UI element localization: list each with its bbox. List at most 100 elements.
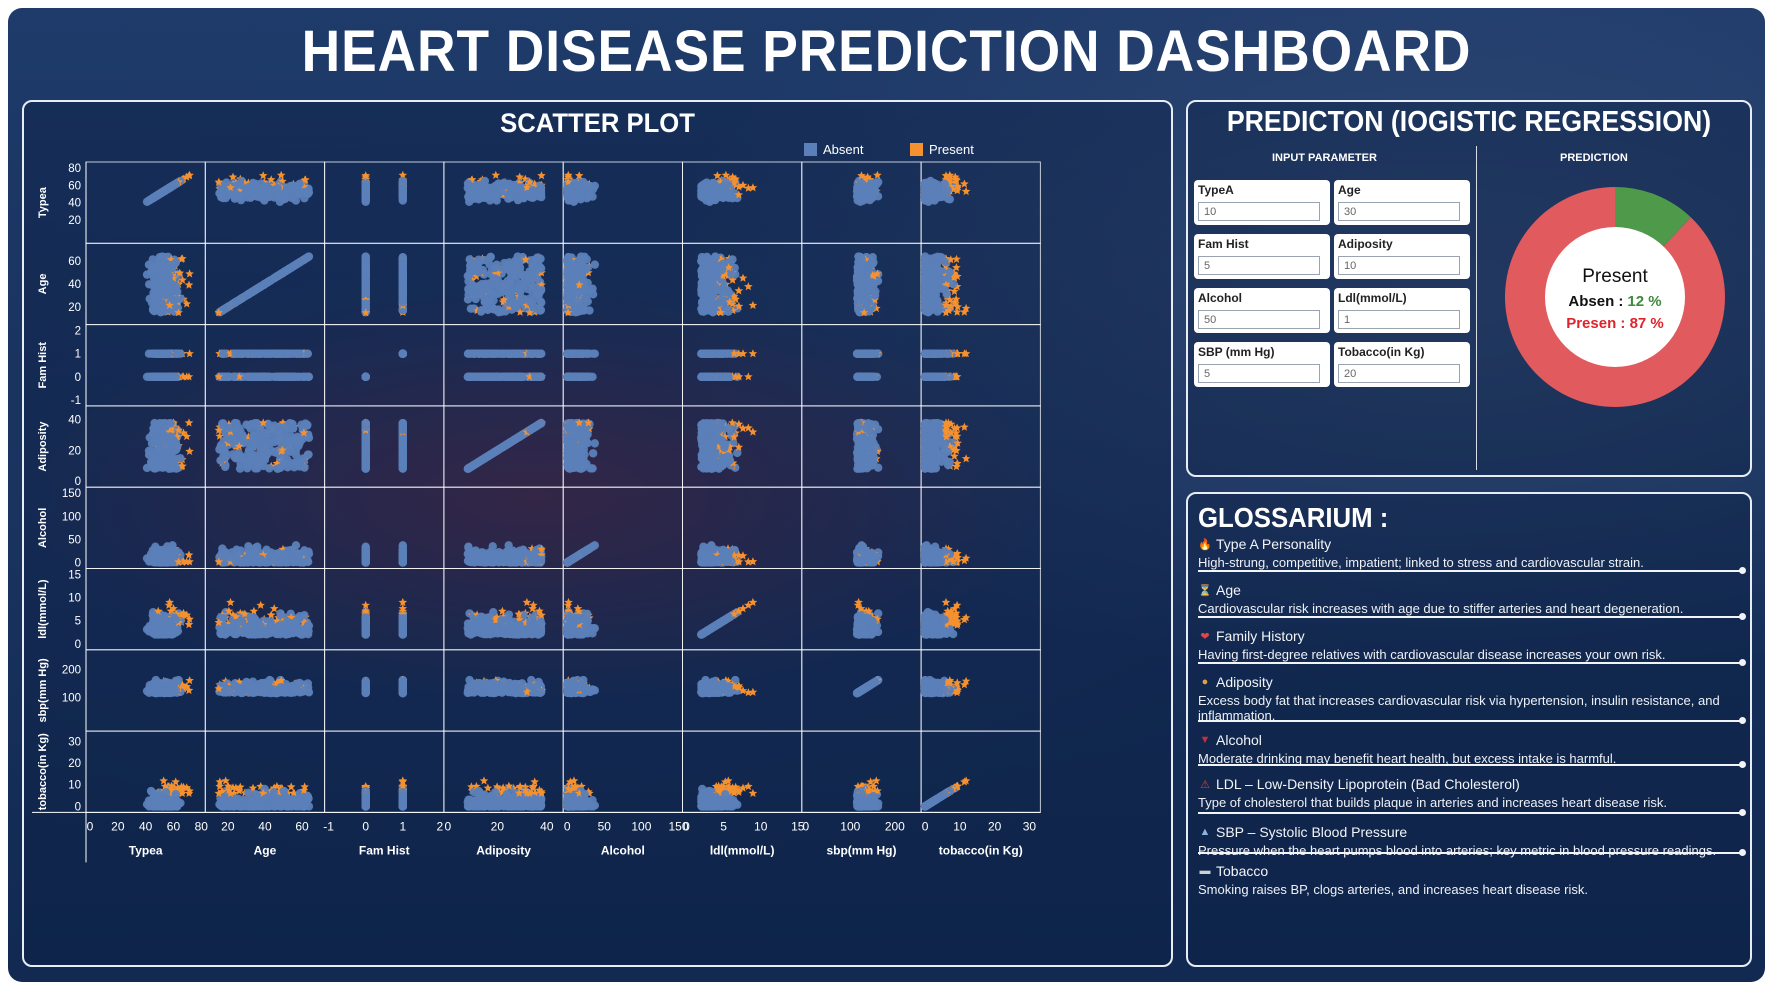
point-absent — [870, 291, 880, 300]
matrix-cell — [920, 161, 1041, 244]
point-absent — [491, 282, 501, 291]
point-absent — [717, 295, 726, 305]
point-absent — [577, 259, 587, 269]
point-absent — [291, 196, 301, 205]
point-absent — [707, 301, 717, 311]
point-absent — [567, 260, 576, 269]
point-absent — [281, 372, 290, 381]
matrix-cell — [324, 161, 445, 244]
point-absent — [930, 260, 939, 269]
point-absent — [702, 189, 711, 199]
point-absent — [144, 260, 154, 269]
point-absent — [859, 260, 868, 269]
page-title: HEART DISEASE PREDICTION DASHBOARD — [301, 19, 1472, 84]
point-absent — [155, 349, 164, 358]
point-absent — [529, 191, 538, 201]
point-absent — [700, 266, 709, 276]
point-absent — [291, 260, 301, 269]
point-absent — [155, 282, 164, 291]
point-absent — [528, 288, 537, 298]
point-absent — [242, 349, 251, 358]
point-absent — [256, 189, 266, 199]
point-absent — [144, 196, 154, 205]
point-absent — [234, 191, 244, 201]
matrix-cell — [324, 324, 445, 407]
point-absent — [481, 279, 491, 288]
point-absent — [502, 285, 512, 295]
point-absent — [861, 295, 871, 305]
point-absent — [943, 274, 952, 283]
point-present — [960, 179, 969, 188]
matrix-cell — [443, 324, 564, 407]
point-present — [185, 349, 194, 358]
point-absent — [536, 286, 546, 295]
point-absent — [463, 295, 473, 304]
point-absent — [219, 349, 228, 358]
y-tick-label: 20 — [68, 215, 81, 227]
point-absent — [361, 189, 370, 199]
point-absent — [706, 260, 716, 269]
point-absent — [711, 253, 720, 262]
point-present — [258, 171, 268, 180]
legend-present-label: Present — [929, 142, 974, 157]
point-absent — [398, 282, 407, 291]
point-present — [491, 170, 501, 179]
point-absent — [515, 183, 525, 192]
point-absent — [465, 255, 474, 264]
point-absent — [509, 299, 518, 308]
legend-absent-label: Absent — [823, 142, 864, 157]
point-absent — [492, 260, 501, 269]
point-absent — [398, 349, 407, 358]
point-present — [873, 170, 882, 179]
point-absent — [256, 349, 265, 358]
point-absent — [465, 187, 474, 197]
y-tick-label: 60 — [68, 256, 81, 268]
y-axis-label: Age — [37, 274, 49, 295]
matrix-cell — [204, 324, 326, 407]
point-absent — [580, 179, 589, 189]
matrix-cell — [85, 324, 206, 407]
point-absent — [256, 372, 266, 381]
point-absent — [716, 183, 726, 192]
point-absent — [398, 253, 407, 262]
point-present — [276, 170, 286, 179]
point-absent — [463, 271, 472, 281]
point-absent — [868, 189, 877, 199]
point-absent — [505, 258, 514, 267]
point-absent — [566, 295, 575, 305]
point-absent — [166, 372, 175, 381]
point-absent — [483, 305, 492, 315]
point-absent — [303, 349, 313, 358]
point-absent — [929, 298, 938, 307]
point-absent — [568, 189, 577, 199]
point-absent — [281, 187, 290, 197]
point-absent — [158, 266, 167, 276]
y-tick-label: 20 — [68, 302, 81, 314]
point-absent — [564, 253, 573, 262]
point-absent — [166, 183, 175, 192]
point-absent — [506, 278, 515, 287]
point-absent — [920, 295, 930, 305]
y-tick-label: 40 — [68, 198, 81, 210]
point-absent — [590, 260, 600, 269]
point-present — [185, 269, 194, 278]
point-absent — [473, 183, 482, 192]
matrix-cell — [324, 242, 445, 326]
point-absent — [580, 285, 589, 295]
point-absent — [144, 349, 154, 358]
point-absent — [853, 266, 863, 276]
point-absent — [300, 372, 309, 381]
point-absent — [494, 308, 504, 317]
point-present — [961, 186, 971, 196]
point-absent — [521, 278, 531, 288]
point-absent — [582, 294, 591, 304]
point-absent — [506, 266, 515, 276]
point-absent — [398, 295, 407, 305]
point-absent — [568, 282, 577, 291]
legend-absent: Absent — [804, 142, 863, 157]
point-absent — [171, 349, 181, 358]
y-axis-label: Typea — [37, 186, 49, 218]
point-absent — [716, 260, 726, 270]
point-absent — [925, 189, 935, 199]
